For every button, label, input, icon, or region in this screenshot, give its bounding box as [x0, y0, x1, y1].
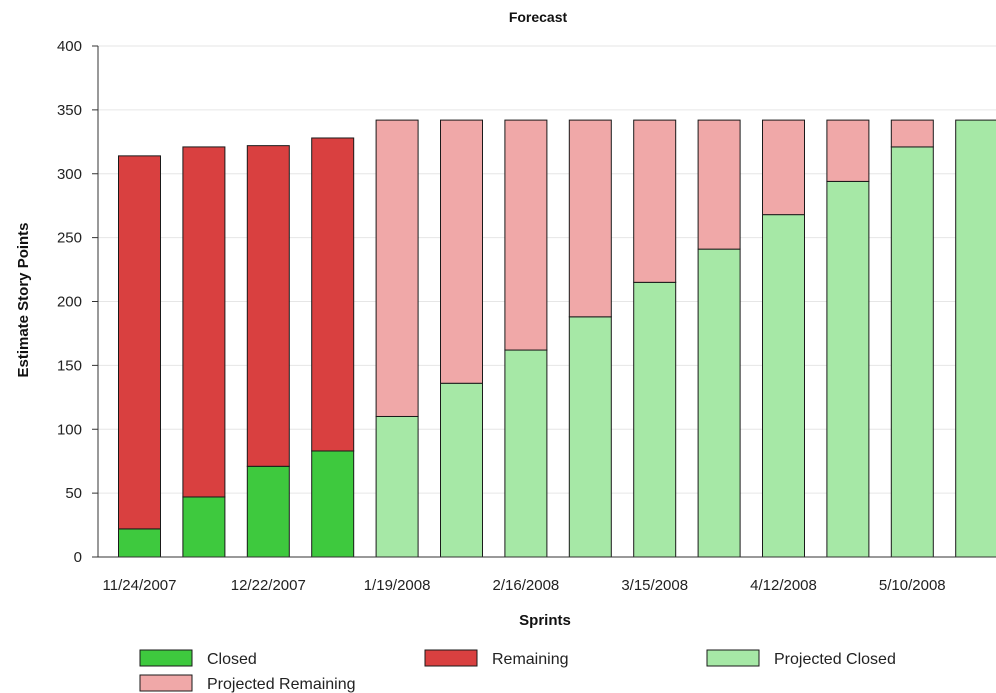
- bar-segment: [375, 415, 419, 558]
- x-tick-label: 11/24/2007: [103, 577, 177, 594]
- bar-segment: [826, 180, 870, 558]
- legend-swatch: [139, 674, 193, 692]
- bar-segment: [440, 382, 483, 558]
- bar-segment: [633, 119, 677, 283]
- bar-segment: [697, 119, 741, 250]
- bar-segment: [440, 119, 483, 384]
- bar-segment: [375, 119, 419, 417]
- bar-segment: [246, 465, 290, 558]
- bar-segment: [311, 137, 355, 452]
- bar-segment: [697, 248, 741, 558]
- y-tick-label: 0: [74, 549, 82, 566]
- x-axis-title: Sprints: [519, 612, 571, 629]
- y-tick-label: 350: [57, 102, 82, 119]
- x-tick-label: 3/15/2008: [621, 577, 688, 594]
- bar-segment: [182, 146, 226, 498]
- legend-label: Projected Closed: [774, 651, 896, 668]
- bar-segment: [504, 119, 548, 351]
- y-tick-label: 200: [57, 294, 82, 311]
- chart-title: Forecast: [509, 9, 568, 25]
- axes: 0 50 100 150 200 250 300 350 400 11/24/2007 12/22/…: [57, 38, 996, 594]
- y-tick-label: 150: [57, 357, 82, 374]
- bar-segment: [826, 119, 870, 182]
- bar-segment: [568, 119, 612, 318]
- legend-label: Closed: [207, 651, 257, 668]
- bar-segment: [890, 119, 934, 148]
- legend-swatch: [706, 649, 760, 667]
- x-tick-label: 2/16/2008: [493, 577, 560, 594]
- bar-segment: [504, 349, 548, 558]
- y-tick-label: 100: [57, 421, 82, 438]
- bar-segment: [890, 146, 934, 558]
- bar-segment: [118, 528, 161, 558]
- bar-segment: [955, 119, 996, 558]
- y-tick-label: 300: [57, 166, 82, 183]
- y-axis-title: Estimate Story Points: [15, 222, 32, 377]
- bar-segment: [762, 214, 805, 558]
- x-tick-label: 1/19/2008: [364, 577, 431, 594]
- legend-swatch: [139, 649, 193, 667]
- bar-segment: [246, 145, 290, 467]
- legend-swatch: [424, 649, 478, 667]
- y-tick-label: 400: [57, 38, 82, 55]
- bar-segment: [762, 119, 805, 216]
- bars: [118, 119, 996, 558]
- legend: Closed Remaining Projected Closed Projected…: [139, 649, 896, 693]
- x-tick-label: 5/10/2008: [879, 577, 946, 594]
- legend-label: Projected Remaining: [207, 676, 356, 693]
- bar-segment: [633, 281, 677, 558]
- bar-segment: [182, 496, 226, 558]
- bar-segment: [118, 155, 161, 530]
- y-tick-label: 50: [65, 485, 82, 502]
- x-tick-label: 12/22/2007: [231, 577, 306, 594]
- legend-label: Remaining: [492, 651, 568, 668]
- bar-segment: [568, 316, 612, 558]
- y-tick-label: 250: [57, 230, 82, 247]
- x-tick-label: 4/12/2008: [750, 577, 817, 594]
- bar-segment: [311, 450, 355, 558]
